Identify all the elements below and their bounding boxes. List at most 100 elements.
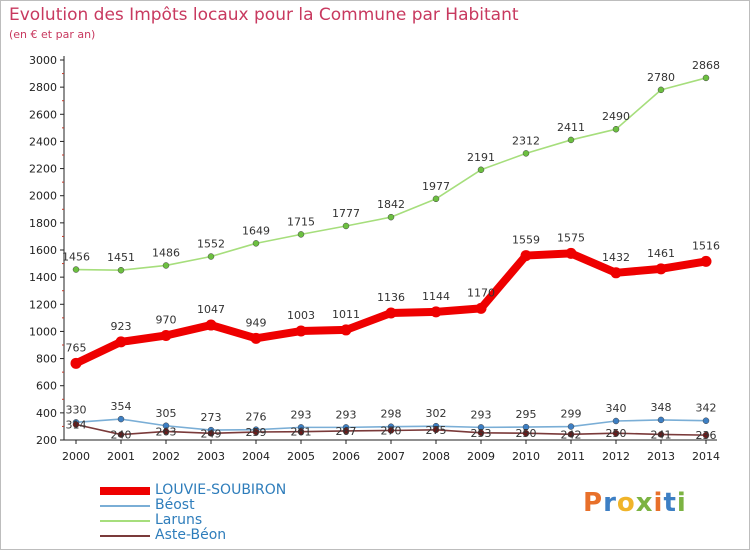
data-point-aste-b-on — [72, 421, 80, 428]
x-tick-label: 2010 — [512, 450, 540, 463]
data-point-aste-b-on — [117, 431, 125, 438]
data-point-aste-b-on — [477, 429, 485, 437]
data-label-b-ost: 302 — [426, 407, 447, 420]
y-tick-label: 3000 — [29, 54, 57, 67]
data-point-aste-b-on — [207, 430, 215, 437]
y-tick-label: 2400 — [29, 135, 57, 148]
data-point-laruns — [207, 253, 215, 260]
y-tick-label: 600 — [36, 380, 57, 393]
data-label-louvie-soubiron: 1575 — [557, 231, 585, 244]
data-point-louvie-soubiron — [475, 302, 487, 314]
data-label-laruns: 2868 — [692, 59, 720, 72]
data-point-laruns — [117, 266, 125, 274]
x-tick-label: 2000 — [62, 450, 90, 463]
data-point-louvie-soubiron — [700, 255, 712, 267]
data-point-aste-b-on — [387, 427, 395, 434]
data-label-b-ost: 348 — [651, 401, 672, 414]
data-point-laruns — [252, 240, 260, 247]
data-point-aste-b-on — [522, 429, 530, 437]
data-point-aste-b-on — [342, 427, 350, 435]
y-tick-label: 1000 — [29, 325, 57, 338]
x-tick-label: 2001 — [107, 450, 135, 463]
data-point-laruns — [657, 86, 665, 94]
logo-letter: i — [676, 488, 687, 518]
data-label-laruns: 2411 — [557, 121, 585, 134]
x-tick-label: 2014 — [692, 450, 720, 463]
data-point-laruns — [522, 150, 530, 157]
data-label-louvie-soubiron: 1559 — [512, 234, 540, 247]
y-tick-label: 2000 — [29, 190, 57, 203]
data-label-louvie-soubiron: 970 — [156, 314, 177, 327]
data-point-louvie-soubiron — [385, 307, 397, 319]
data-point-laruns — [297, 231, 305, 238]
data-point-b-ost — [117, 415, 125, 423]
x-tick-label: 2011 — [557, 450, 585, 463]
data-point-louvie-soubiron — [565, 247, 577, 259]
x-tick-label: 2009 — [467, 450, 495, 463]
legend-swatch — [100, 505, 150, 507]
data-label-louvie-soubiron: 1170 — [467, 286, 495, 299]
y-tick-label: 400 — [36, 407, 57, 420]
data-point-laruns — [567, 136, 575, 144]
x-tick-label: 2002 — [152, 450, 180, 463]
logo-letter: x — [635, 488, 654, 518]
data-label-b-ost: 354 — [111, 400, 132, 413]
logo-letter: P — [583, 488, 604, 518]
x-tick-label: 2004 — [242, 450, 270, 463]
data-label-aste-b-on: 236 — [696, 429, 717, 442]
chart-subtitle: (en € et par an) — [9, 28, 96, 41]
data-point-aste-b-on — [702, 431, 710, 439]
data-label-b-ost: 299 — [561, 408, 582, 421]
data-label-aste-b-on: 242 — [561, 428, 582, 441]
data-point-laruns — [477, 166, 485, 174]
y-tick-label: 2800 — [29, 81, 57, 94]
data-label-laruns: 1777 — [332, 207, 360, 220]
data-point-louvie-soubiron — [610, 267, 622, 279]
data-point-louvie-soubiron — [160, 330, 172, 341]
chart-title: Evolution des Impôts locaux pour la Comm… — [9, 5, 519, 25]
data-label-laruns: 1451 — [107, 251, 135, 264]
x-tick-label: 2013 — [647, 450, 675, 463]
data-label-aste-b-on: 249 — [201, 427, 222, 440]
data-label-louvie-soubiron: 1011 — [332, 308, 360, 321]
y-tick-label: 200 — [36, 434, 57, 447]
data-point-b-ost — [612, 417, 620, 425]
x-tick-label: 2005 — [287, 450, 315, 463]
data-label-louvie-soubiron: 1516 — [692, 239, 720, 252]
y-tick-label: 800 — [36, 353, 57, 366]
data-point-aste-b-on — [252, 428, 260, 436]
data-point-aste-b-on — [567, 431, 575, 438]
data-label-laruns: 1842 — [377, 198, 405, 211]
data-label-louvie-soubiron: 1144 — [422, 290, 450, 303]
data-label-aste-b-on: 253 — [471, 427, 492, 440]
data-point-louvie-soubiron — [295, 325, 307, 337]
legend-label: Aste-Béon — [155, 527, 227, 543]
data-point-b-ost — [702, 417, 710, 424]
data-point-louvie-soubiron — [70, 357, 82, 369]
x-tick-label: 2012 — [602, 450, 630, 463]
data-point-laruns — [612, 125, 620, 133]
data-label-b-ost: 340 — [606, 402, 627, 415]
logo-letter: o — [616, 488, 636, 518]
x-tick-label: 2003 — [197, 450, 225, 463]
data-label-b-ost: 276 — [246, 411, 267, 424]
data-label-louvie-soubiron: 1432 — [602, 251, 630, 264]
y-tick-label: 1400 — [29, 271, 57, 284]
data-label-aste-b-on: 261 — [291, 426, 312, 439]
data-point-louvie-soubiron — [115, 336, 127, 348]
legend-label: Laruns — [155, 512, 203, 528]
data-point-louvie-soubiron — [340, 324, 352, 336]
legend-swatch — [100, 535, 150, 537]
data-label-laruns: 1486 — [152, 246, 180, 259]
data-label-aste-b-on: 241 — [651, 428, 672, 441]
y-tick-label: 1600 — [29, 244, 57, 257]
data-point-b-ost — [567, 423, 575, 430]
data-label-laruns: 1456 — [62, 251, 90, 264]
series-line-laruns — [75, 77, 707, 272]
data-point-louvie-soubiron — [655, 263, 667, 275]
data-point-louvie-soubiron — [430, 306, 442, 318]
y-tick-label: 1800 — [29, 217, 57, 230]
proxiti-logo: Proxiti — [583, 488, 687, 518]
data-point-b-ost — [657, 416, 665, 424]
data-label-laruns: 1552 — [197, 238, 225, 251]
